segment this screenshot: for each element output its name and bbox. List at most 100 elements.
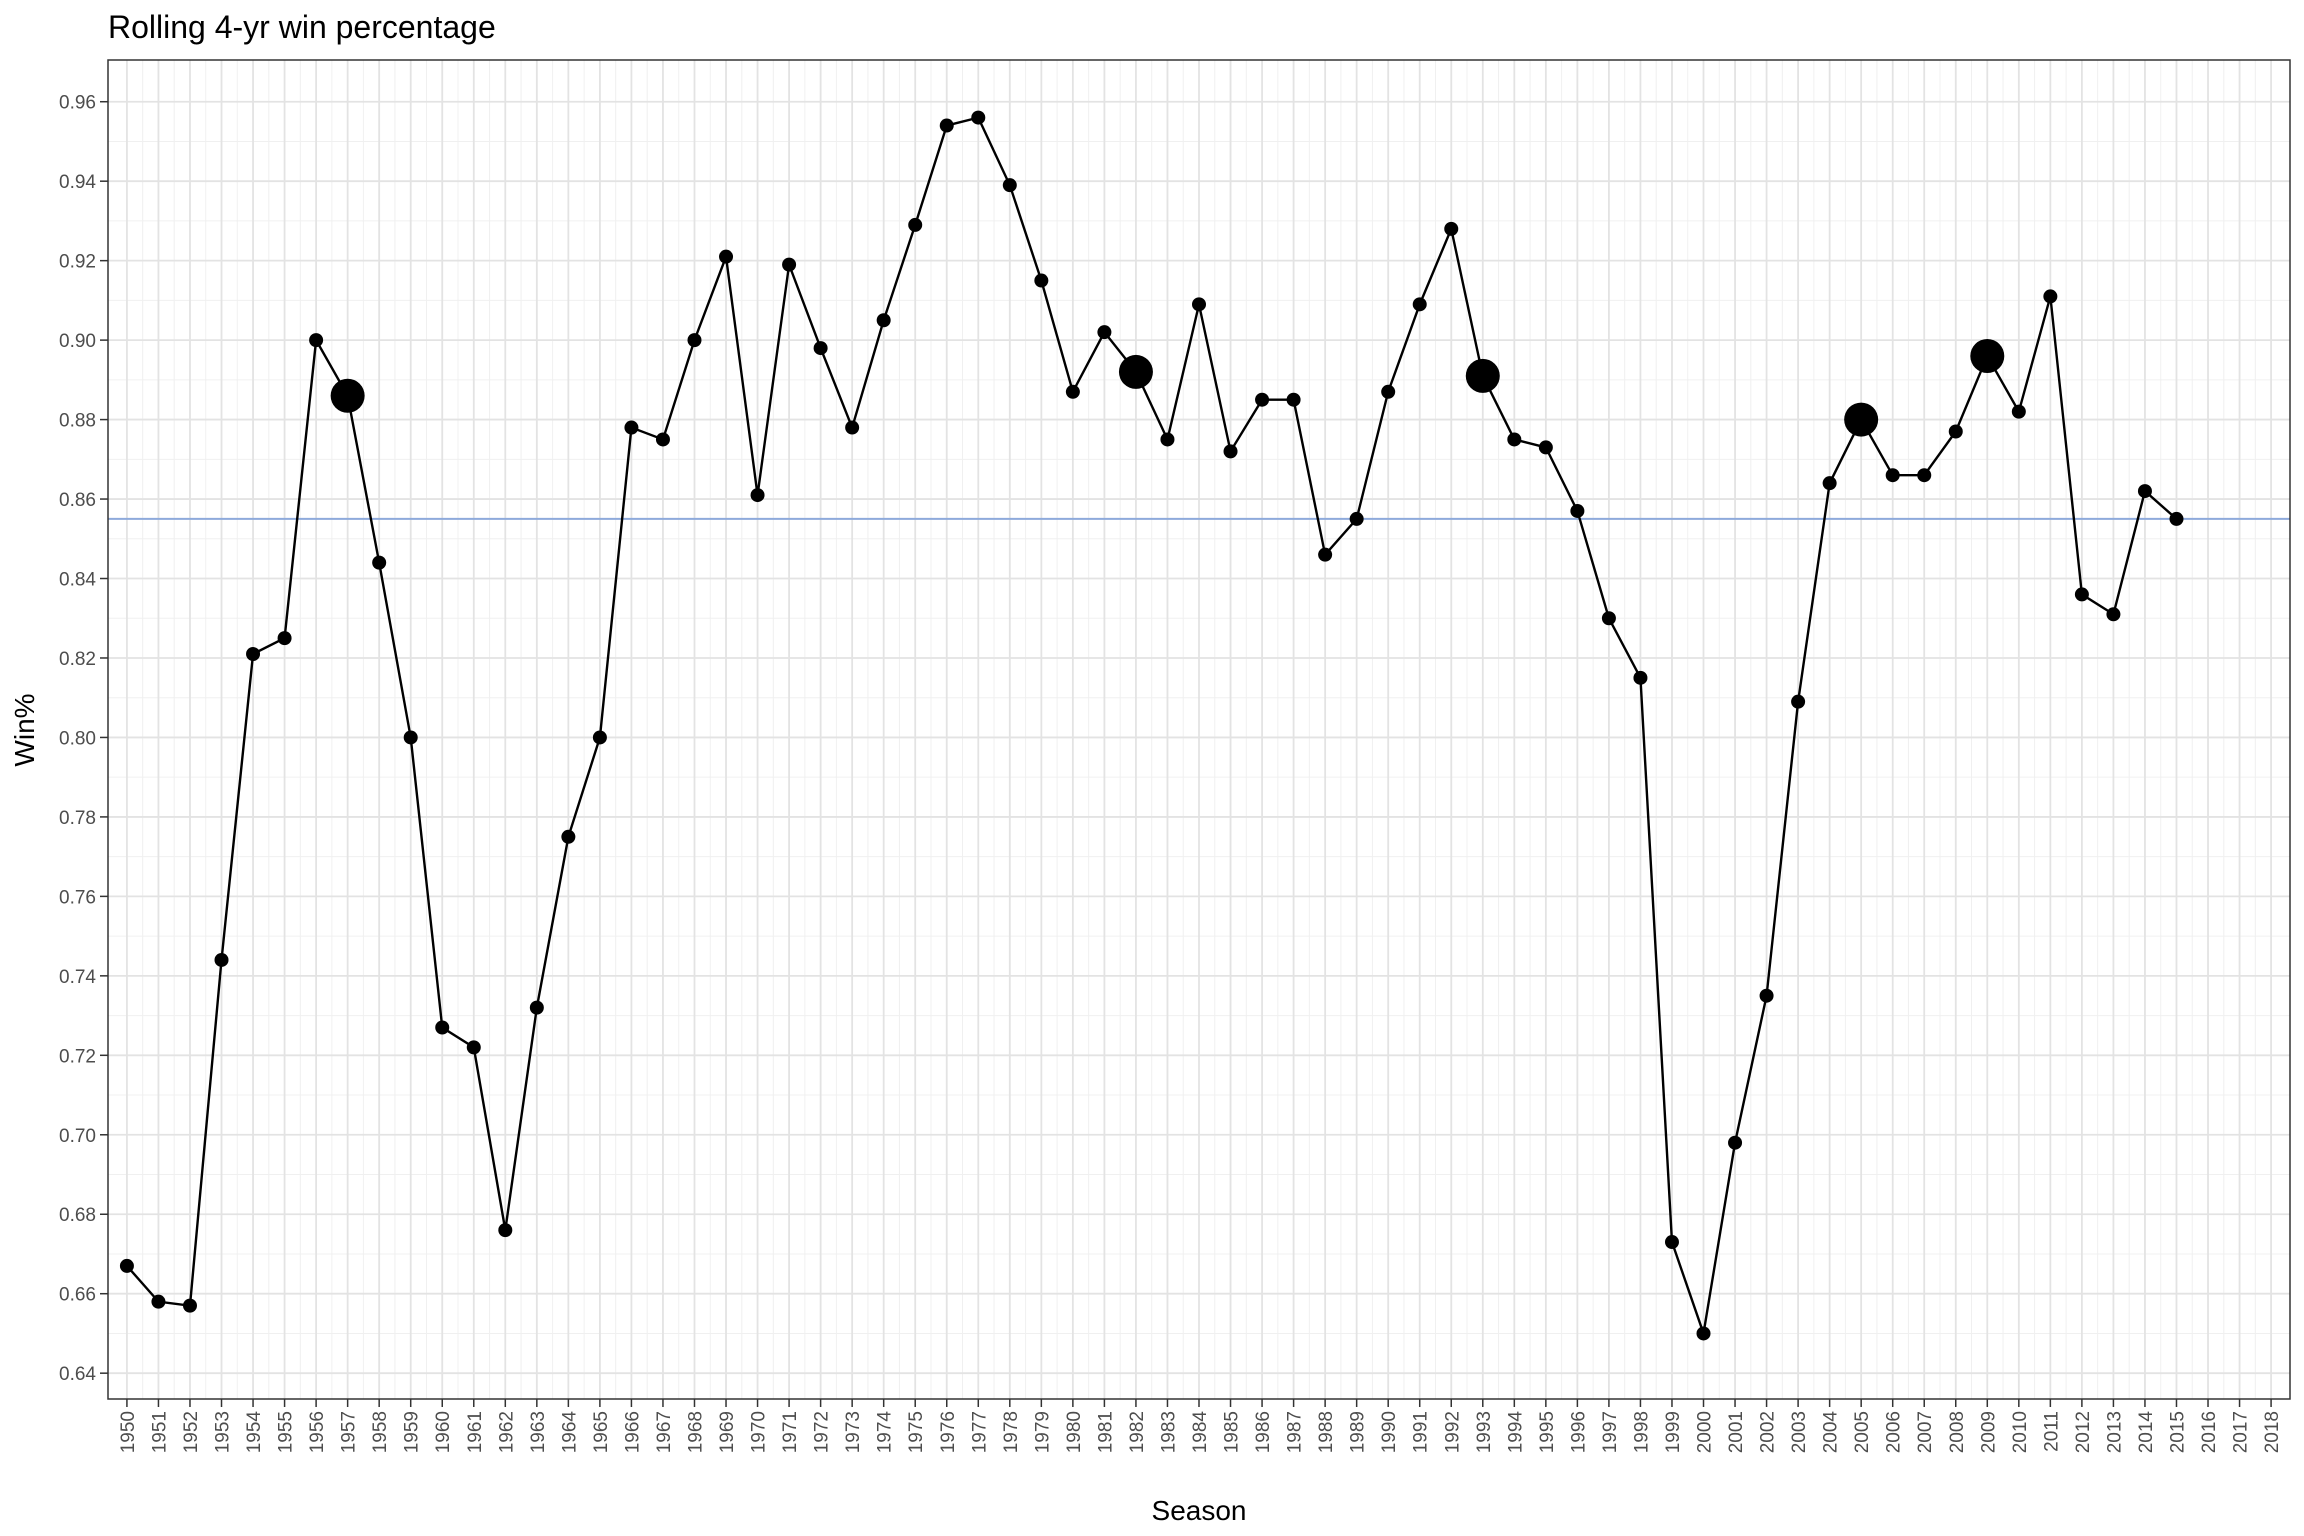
x-tick-label: 1997 <box>1600 1411 1621 1453</box>
x-tick-label: 1989 <box>1348 1411 1369 1453</box>
x-tick-label: 1971 <box>780 1411 801 1453</box>
x-tick-label: 2006 <box>1884 1411 1905 1453</box>
x-tick-label: 1954 <box>244 1411 265 1454</box>
data-point-1965 <box>592 730 607 745</box>
x-tick-label: 1999 <box>1663 1411 1684 1453</box>
x-tick-label: 1993 <box>1474 1411 1495 1453</box>
data-point-1989 <box>1349 511 1364 526</box>
x-tick-label: 1960 <box>433 1411 454 1453</box>
chart-title: Rolling 4-yr win percentage <box>108 9 496 45</box>
data-point-1958 <box>372 555 387 570</box>
data-point-1953 <box>214 952 229 967</box>
data-point-1976 <box>939 118 954 133</box>
y-tick-label: 0.70 <box>59 1126 96 1147</box>
y-tick-label: 0.82 <box>59 649 96 670</box>
data-point-1979 <box>1034 273 1049 288</box>
data-point-2004 <box>1822 476 1837 491</box>
data-point-2008 <box>1948 424 1963 439</box>
x-tick-label: 1968 <box>685 1411 706 1453</box>
data-point-1956 <box>309 333 324 348</box>
data-point-1970 <box>750 488 765 503</box>
highlighted-point-1993 <box>1465 358 1500 393</box>
y-tick-label: 0.66 <box>59 1285 96 1306</box>
x-tick-label: 2018 <box>2262 1411 2283 1453</box>
data-point-2015 <box>2169 511 2184 526</box>
x-tick-label: 1961 <box>465 1411 486 1453</box>
y-tick-label: 0.94 <box>59 172 96 193</box>
x-tick-label: 1981 <box>1095 1411 1116 1453</box>
x-tick-label: 1956 <box>307 1411 328 1453</box>
x-tick-label: 1970 <box>749 1411 770 1453</box>
data-point-1954 <box>246 647 261 662</box>
x-tick-label: 1962 <box>496 1411 517 1453</box>
data-point-1961 <box>466 1040 481 1055</box>
data-point-1950 <box>119 1258 134 1273</box>
y-axis: 0.64 0.66 0.68 0.70 0.72 0.74 0.76 0.78 0.80 0.82… <box>59 93 108 1385</box>
x-tick-label: 1974 <box>875 1411 896 1454</box>
data-point-1973 <box>845 420 860 435</box>
x-tick-label: 2004 <box>1821 1411 1842 1454</box>
x-tick-label: 1963 <box>528 1411 549 1453</box>
highlighted-point-1957 <box>330 378 365 413</box>
data-point-2002 <box>1759 988 1774 1003</box>
x-tick-label: 2015 <box>2167 1411 2188 1453</box>
x-tick-label: 1991 <box>1411 1411 1432 1453</box>
data-point-2003 <box>1791 694 1806 709</box>
x-tick-label: 1964 <box>559 1411 580 1454</box>
data-point-2013 <box>2106 607 2121 622</box>
data-point-2014 <box>2137 484 2152 499</box>
highlighted-point-2009 <box>1970 339 2005 374</box>
data-point-1974 <box>876 313 891 328</box>
x-tick-label: 2005 <box>1852 1411 1873 1453</box>
x-tick-label: 1990 <box>1379 1411 1400 1453</box>
data-point-1960 <box>435 1020 450 1035</box>
x-tick-label: 1969 <box>717 1411 738 1453</box>
x-tick-label: 1994 <box>1505 1411 1526 1454</box>
data-point-2012 <box>2074 587 2089 602</box>
x-tick-label: 1978 <box>1001 1411 1022 1453</box>
x-tick-label: 2001 <box>1726 1411 1747 1453</box>
data-point-1995 <box>1538 440 1553 455</box>
x-tick-label: 1951 <box>149 1411 170 1453</box>
x-tick-label: 1985 <box>1222 1411 1243 1453</box>
highlighted-point-1982 <box>1118 354 1153 389</box>
x-tick-label: 2010 <box>2010 1411 2031 1453</box>
data-point-1990 <box>1381 384 1396 399</box>
y-tick-label: 0.64 <box>59 1364 96 1385</box>
data-point-1998 <box>1633 670 1648 685</box>
x-tick-label: 1979 <box>1032 1411 1053 1453</box>
x-tick-label: 1967 <box>654 1411 675 1453</box>
data-point-1959 <box>403 730 418 745</box>
data-point-1972 <box>813 341 828 356</box>
y-tick-label: 0.72 <box>59 1046 96 1067</box>
data-point-1984 <box>1192 297 1206 312</box>
x-tick-label: 1996 <box>1568 1411 1589 1453</box>
data-point-1996 <box>1570 503 1585 518</box>
y-tick-label: 0.74 <box>59 967 96 988</box>
grid <box>108 60 2290 1399</box>
y-tick-label: 0.80 <box>59 728 96 749</box>
x-tick-label: 1958 <box>370 1411 391 1453</box>
x-tick-label: 2009 <box>1978 1411 1999 1453</box>
x-tick-label: 1966 <box>622 1411 643 1453</box>
data-point-1955 <box>277 631 292 646</box>
x-tick-label: 1977 <box>969 1411 990 1453</box>
x-tick-label: 1982 <box>1127 1411 1148 1453</box>
data-point-1992 <box>1444 221 1459 236</box>
x-tick-label: 1984 <box>1190 1411 1211 1454</box>
x-tick-label: 1983 <box>1158 1411 1179 1453</box>
data-point-2000 <box>1696 1326 1711 1341</box>
x-tick-label: 1950 <box>118 1411 139 1453</box>
y-tick-label: 0.90 <box>59 331 96 352</box>
x-tick-label: 1972 <box>812 1411 833 1453</box>
x-tick-label: 2012 <box>2073 1411 2094 1453</box>
y-tick-label: 0.92 <box>59 252 96 273</box>
x-tick-label: 2013 <box>2104 1411 2125 1453</box>
data-point-1994 <box>1507 432 1522 447</box>
data-point-1985 <box>1223 444 1238 459</box>
data-point-2006 <box>1885 468 1900 483</box>
data-point-1964 <box>561 829 576 844</box>
data-point-2007 <box>1917 468 1932 483</box>
x-tick-label: 2003 <box>1789 1411 1810 1453</box>
